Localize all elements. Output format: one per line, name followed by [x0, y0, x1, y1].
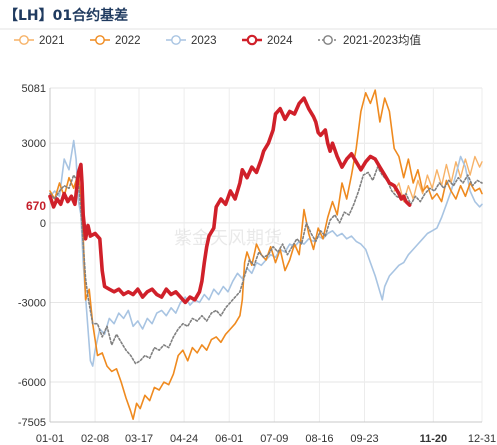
watermark-text: 紫金天风期货 — [174, 228, 282, 249]
legend-label-s2022: 2022 — [115, 35, 141, 47]
chart-title: 【LH】01合约基差 — [4, 7, 128, 24]
x-tick-label-3: 04-24 — [170, 433, 198, 445]
annotation-label: 670 — [26, 199, 46, 213]
legend-label-avg: 2021-2023均值 — [343, 34, 421, 47]
legend-label-s2023: 2023 — [191, 35, 217, 47]
legend-swatch-marker-s2023 — [171, 35, 181, 45]
chart-annotation: 670 — [26, 199, 46, 213]
legend-swatch-marker-avg — [323, 35, 333, 45]
legend-swatch-marker-s2021 — [19, 35, 29, 45]
y-tick-label-3: -3000 — [18, 297, 46, 309]
legend-label-s2021: 2021 — [39, 35, 65, 47]
chart-plot-area — [48, 89, 483, 420]
x-tick-label-7: 09-23 — [350, 433, 378, 445]
y-tick-label-1: 3000 — [22, 138, 46, 150]
y-tick-label-5: -7505 — [18, 417, 46, 429]
x-tick-label-8: 11-20 — [420, 433, 448, 445]
series-line-s2022 — [49, 89, 483, 420]
legend-swatch-marker-s2022 — [95, 35, 105, 45]
x-tick-label-1: 02-08 — [81, 433, 109, 445]
legend-label-s2024: 2024 — [267, 35, 293, 47]
x-tick-label-9: 12-31 — [468, 433, 496, 445]
chart-axes: 5081 3000 0 -3000 -6000 -7505 01-01 02-08 03-17 0… — [18, 83, 496, 445]
y-tick-label-2: 0 — [40, 218, 46, 230]
chart-grid — [49, 87, 483, 423]
series-line-s2021 — [393, 155, 483, 203]
x-tick-label-4: 06-01 — [215, 433, 243, 445]
series-line-avg — [49, 166, 483, 365]
x-tick-label-0: 01-01 — [36, 433, 64, 445]
y-tick-label-0: 5081 — [22, 83, 46, 95]
x-tick-label-6: 08-16 — [305, 433, 333, 445]
y-tick-label-4: -6000 — [18, 377, 46, 389]
chart-legend: 2021 2022 2023 2024 2021-2023均值 — [14, 34, 421, 47]
series-line-s2023 — [49, 139, 483, 367]
series-line-s2024 — [48, 96, 412, 305]
x-tick-label-5: 07-09 — [260, 433, 288, 445]
x-tick-label-2: 03-17 — [125, 433, 153, 445]
legend-swatch-marker-s2024 — [246, 34, 258, 46]
